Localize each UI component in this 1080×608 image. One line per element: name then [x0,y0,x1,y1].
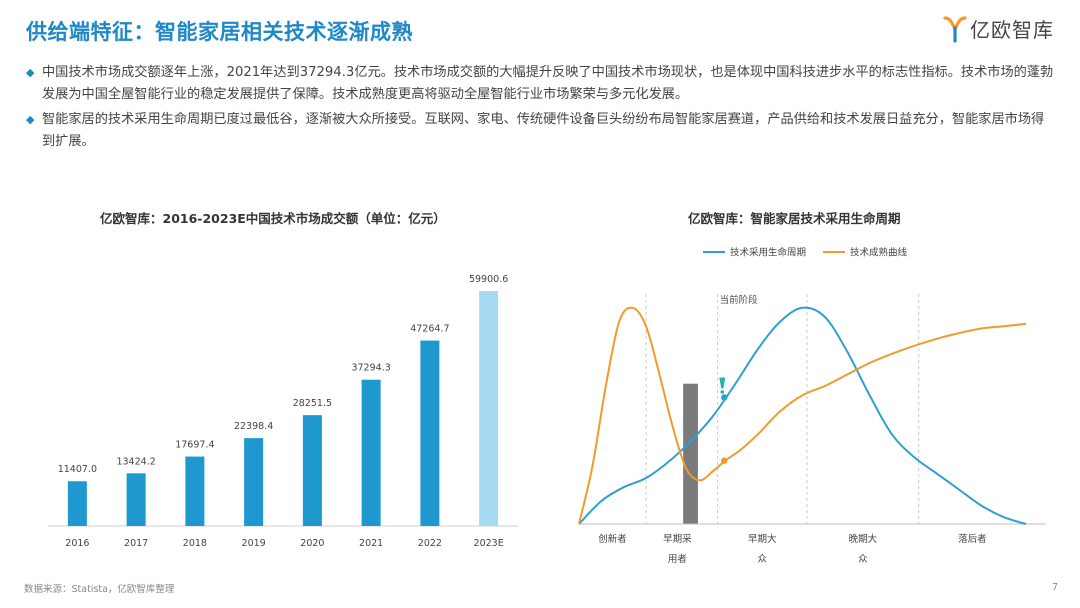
x-tick-label: 2023E [474,538,504,549]
bar [302,415,322,526]
bar [126,473,146,526]
bar [479,291,499,526]
current-stage-label: 当前阶段 [720,294,759,306]
bar-value-label: 28251.5 [293,398,332,409]
phase-label: 早期采 [663,534,692,545]
alert-marker-icon [719,377,726,389]
diamond-icon: ◆ [26,66,35,79]
x-tick-label: 2016 [65,538,89,549]
bar-value-label: 59900.6 [469,274,508,285]
bar-value-label: 13424.2 [116,456,155,467]
phase-label: 众 [758,554,768,565]
bar [420,340,440,526]
phase-label: 创新者 [598,533,627,545]
diamond-icon: ◆ [26,113,35,126]
chasm-band [683,383,698,524]
phase-label: 众 [858,554,868,565]
bar [67,481,87,526]
source-note: 数据来源：Statista，亿欧智库整理 [24,584,175,595]
legend-label: 技术采用生命周期 [730,247,806,259]
x-tick-label: 2021 [359,538,383,549]
bullet-item: ◆ 中国技术市场成交额逐年上涨，2021年达到37294.3亿元。技术市场成交额… [26,62,1056,106]
phase-label: 晚期大 [849,533,878,545]
bullet-list: ◆ 中国技术市场成交额逐年上涨，2021年达到37294.3亿元。技术市场成交额… [26,62,1056,156]
bullet-item: ◆ 智能家居的技术采用生命周期已度过最低谷，逐渐被大众所接受。互联网、家电、传统… [26,109,1056,153]
curve-marker [721,394,728,401]
x-tick-label: 2018 [183,538,207,549]
bar [244,438,264,526]
bar-value-label: 47264.7 [410,324,449,335]
x-tick-label: 2019 [242,538,266,549]
x-tick-label: 2017 [124,538,148,549]
bar [185,456,205,526]
bar-value-label: 11407.0 [58,464,97,475]
lifecycle-chart-title: 亿欧智库：智能家居技术采用生命周期 [688,211,901,226]
bar-value-label: 17697.4 [175,440,214,451]
adoption-curve [578,306,1027,525]
bar-value-label: 37294.3 [351,363,390,374]
logo-text: 亿欧智库 [970,18,1054,42]
phase-label: 早期大 [748,533,777,545]
bar-chart: 11407.0 2016 13424.2 2017 17697.4 2018 22398.4… [48,274,518,549]
logo: 亿欧智库 [943,14,1054,43]
legend: 技术采用生命周期 技术成熟曲线 [703,247,908,259]
bar-value-label: 22398.4 [234,421,273,432]
x-tick-label: 2020 [300,538,324,549]
phase-label: 落后者 [958,533,987,545]
bullet-text: 智能家居的技术采用生命周期已度过最低谷，逐渐被大众所接受。互联网、家电、传统硬件… [42,112,1045,149]
legend-label: 技术成熟曲线 [850,247,908,259]
page-title: 供给端特征：智能家居相关技术逐渐成熟 [26,20,413,44]
curve-marker [721,457,728,464]
page-number: 7 [1051,582,1058,593]
bullet-text: 中国技术市场成交额逐年上涨，2021年达到37294.3亿元。技术市场成交额的大… [42,65,1054,102]
bar [361,379,381,526]
logo-mark-icon [943,15,967,43]
bar-chart-title: 亿欧智库：2016-2023E中国技术市场成交额（单位：亿元） [100,211,446,226]
phase-label: 用者 [668,554,687,565]
alert-marker-dot [720,390,725,394]
x-tick-label: 2022 [418,538,442,549]
maturity-curve [578,306,1027,525]
